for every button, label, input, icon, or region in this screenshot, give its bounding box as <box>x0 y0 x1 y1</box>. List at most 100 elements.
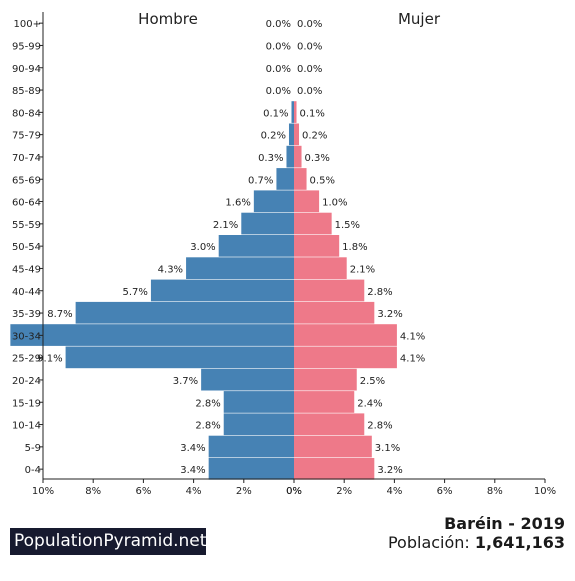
bar-male-0-4 <box>208 458 294 480</box>
bar-male-25-29 <box>65 346 294 369</box>
label-female-90-94: 0.0% <box>297 64 322 75</box>
bar-female-80-84 <box>294 101 297 123</box>
label-male-35-39: 8.7% <box>47 309 72 320</box>
label-male-90-94: 0.0% <box>266 64 291 75</box>
label-male-10-14: 2.8% <box>195 421 220 432</box>
bar-female-60-64 <box>294 190 320 213</box>
age-label-35-39: 35-39 <box>12 309 41 320</box>
bar-male-65-69 <box>276 168 294 190</box>
bar-male-30-34 <box>10 324 295 346</box>
left-title-hombre: Hombre <box>138 10 198 28</box>
bar-female-65-69 <box>294 168 307 190</box>
label-female-35-39: 3.2% <box>377 309 402 320</box>
age-label-0-4: 0-4 <box>25 465 41 476</box>
age-label-55-59: 55-59 <box>12 220 41 231</box>
x-tick-label-left-0%: 0% <box>286 486 302 497</box>
bar-male-15-19 <box>223 391 294 413</box>
label-male-40-44: 5.7% <box>123 287 148 298</box>
bar-male-20-24 <box>201 368 294 391</box>
label-female-5-9: 3.1% <box>375 443 400 454</box>
label-female-40-44: 2.8% <box>367 287 392 298</box>
label-male-20-24: 3.7% <box>173 376 198 387</box>
age-label-20-24: 20-24 <box>12 376 41 387</box>
label-male-80-84: 0.1% <box>263 108 288 119</box>
bar-male-40-44 <box>150 279 294 302</box>
label-female-15-19: 2.4% <box>357 398 382 409</box>
age-label-50-54: 50-54 <box>12 242 41 253</box>
age-label-70-74: 70-74 <box>12 153 41 164</box>
bar-female-50-54 <box>294 235 340 257</box>
label-female-0-4: 3.2% <box>377 465 402 476</box>
bar-female-0-4 <box>294 458 375 480</box>
right-title-mujer: Mujer <box>398 10 441 28</box>
age-label-5-9: 5-9 <box>25 443 41 454</box>
x-tick-label-left-10%: 10% <box>32 486 54 497</box>
age-label-10-14: 10-14 <box>12 421 41 432</box>
brand-logo-text[interactable]: PopulationPyramid.net <box>14 531 207 551</box>
label-male-95-99: 0.0% <box>266 41 291 52</box>
x-tick-label-right-8%: 8% <box>487 486 503 497</box>
label-female-25-29: 4.1% <box>400 354 425 365</box>
bar-female-20-24 <box>294 368 357 391</box>
population-label: Población: <box>387 533 470 552</box>
x-tick-label-right-10%: 10% <box>534 486 556 497</box>
age-label-60-64: 60-64 <box>12 198 41 209</box>
bar-female-40-44 <box>294 279 365 302</box>
bar-male-5-9 <box>208 435 294 458</box>
age-label-85-89: 85-89 <box>12 86 41 97</box>
bar-female-35-39 <box>294 301 375 324</box>
x-tick-label-left-6%: 6% <box>135 486 151 497</box>
label-female-95-99: 0.0% <box>297 41 322 52</box>
label-female-80-84: 0.1% <box>300 108 325 119</box>
bar-male-80-84 <box>291 101 294 123</box>
label-male-75-79: 0.2% <box>261 131 286 142</box>
bar-male-60-64 <box>253 190 294 213</box>
label-male-50-54: 3.0% <box>190 242 215 253</box>
label-male-100+: 0.0% <box>266 19 291 30</box>
label-female-100+: 0.0% <box>297 19 322 30</box>
bar-female-30-34 <box>294 324 397 346</box>
x-tick-label-left-4%: 4% <box>186 486 202 497</box>
age-label-30-34: 30-34 <box>12 331 41 342</box>
brand-badge[interactable] <box>10 528 206 555</box>
label-female-55-59: 1.5% <box>335 220 360 231</box>
label-female-10-14: 2.8% <box>367 421 392 432</box>
bar-male-10-14 <box>223 413 294 436</box>
x-tick-label-right-0%: 0% <box>286 486 302 497</box>
x-tick-label-right-6%: 6% <box>437 486 453 497</box>
age-label-40-44: 40-44 <box>12 287 41 298</box>
bar-male-45-49 <box>186 257 294 279</box>
bar-male-70-74 <box>286 145 294 168</box>
label-female-45-49: 2.1% <box>350 264 375 275</box>
age-label-90-94: 90-94 <box>12 64 41 75</box>
label-male-70-74: 0.3% <box>258 153 283 164</box>
age-label-45-49: 45-49 <box>12 264 41 275</box>
bar-female-75-79 <box>294 123 300 146</box>
label-female-65-69: 0.5% <box>310 175 335 186</box>
label-male-15-19: 2.8% <box>195 398 220 409</box>
label-male-60-64: 1.6% <box>225 198 250 209</box>
label-female-85-89: 0.0% <box>297 86 322 97</box>
bar-female-15-19 <box>294 391 355 413</box>
age-label-65-69: 65-69 <box>12 175 41 186</box>
label-female-60-64: 1.0% <box>322 198 347 209</box>
bar-male-75-79 <box>288 123 294 146</box>
x-tick-label-right-4%: 4% <box>386 486 402 497</box>
age-label-75-79: 75-79 <box>12 131 41 142</box>
age-label-15-19: 15-19 <box>12 398 41 409</box>
population-pyramid-chart: Hombre Mujer 3.4% 3.2% 0-4 3.4% 3.1% 5-9 2.8% 2.8… <box>10 10 556 497</box>
label-male-85-89: 0.0% <box>266 86 291 97</box>
label-male-45-49: 4.3% <box>158 264 183 275</box>
label-male-65-69: 0.7% <box>248 175 273 186</box>
label-female-30-34: 4.1% <box>400 331 425 342</box>
bar-female-25-29 <box>294 346 397 369</box>
bar-male-35-39 <box>75 301 294 324</box>
bar-male-55-59 <box>241 212 294 235</box>
bar-male-50-54 <box>218 235 294 257</box>
population-value: 1,641,163 <box>474 533 565 552</box>
label-female-20-24: 2.5% <box>360 376 385 387</box>
bar-female-10-14 <box>294 413 365 436</box>
label-male-5-9: 3.4% <box>180 443 205 454</box>
bar-female-70-74 <box>294 145 302 168</box>
population-line: Población: 1,641,163 <box>388 533 565 552</box>
